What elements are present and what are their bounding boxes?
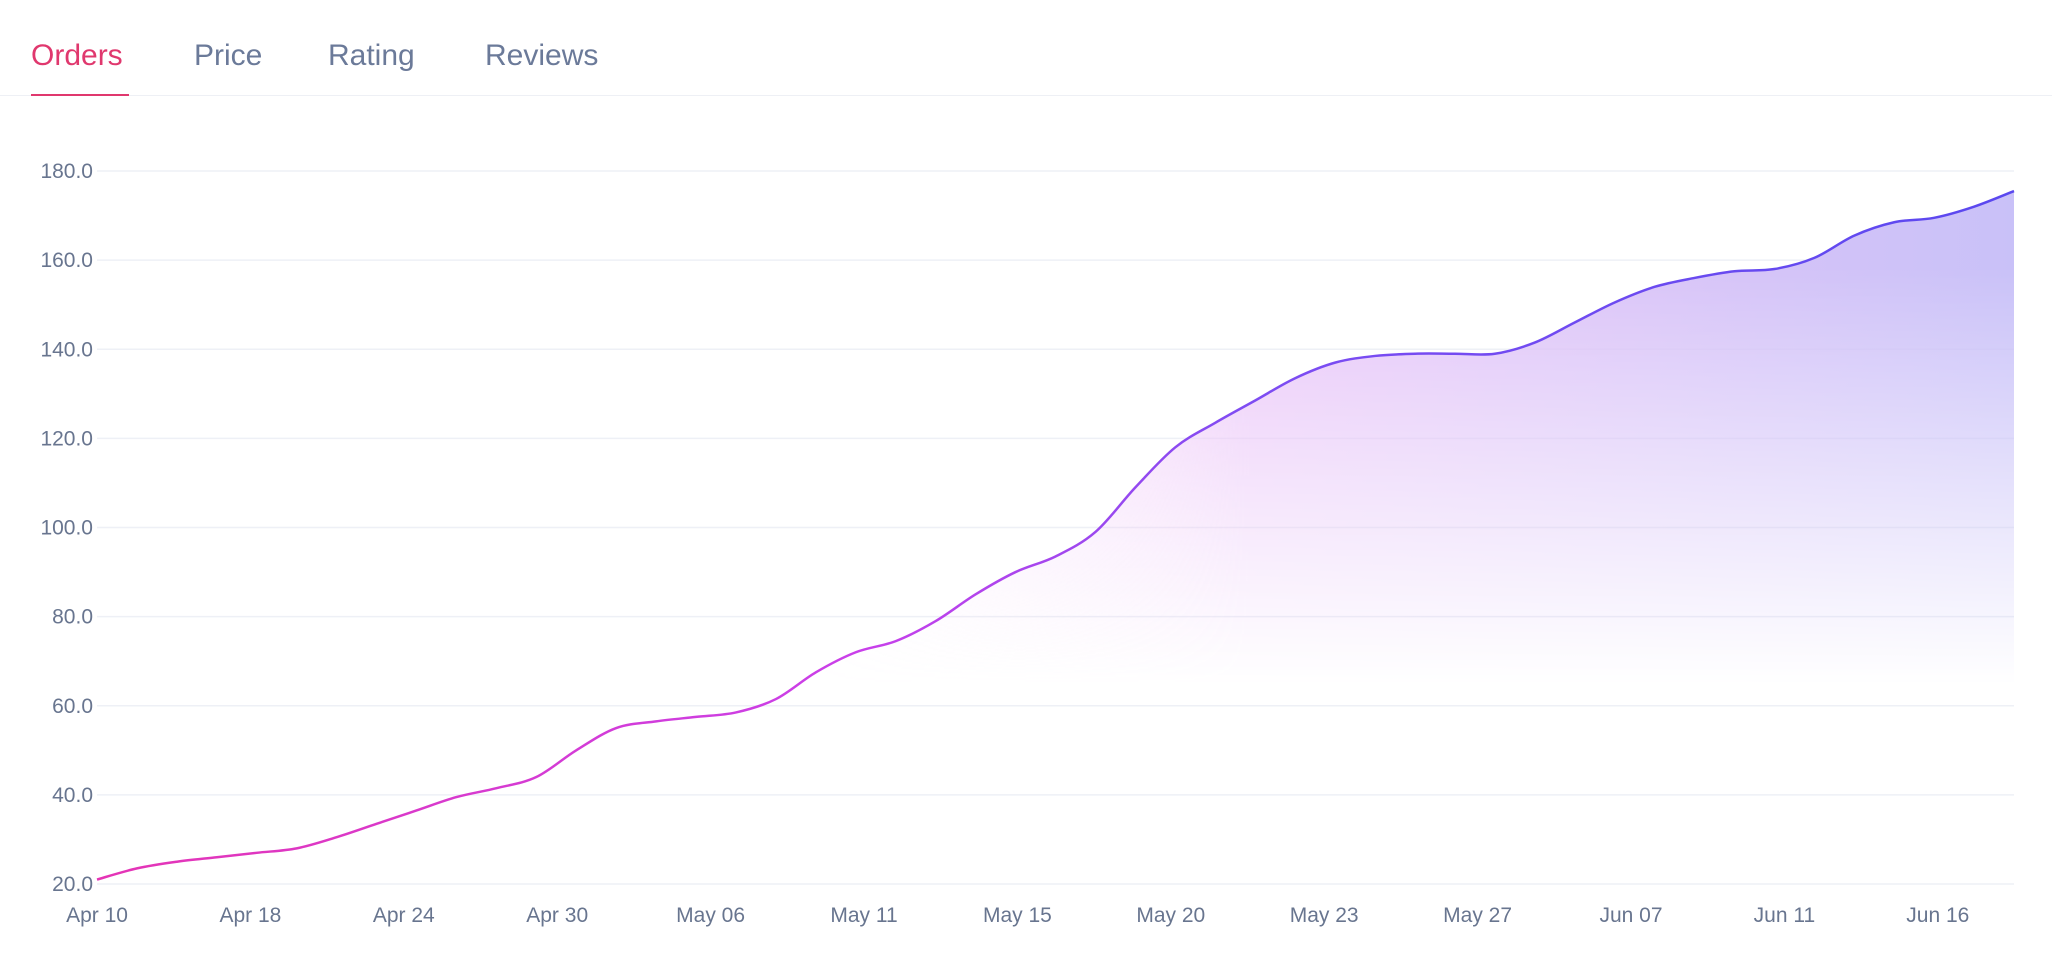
y-tick-label: 180.0 [40,160,93,183]
x-tick-label: Apr 10 [66,904,128,927]
x-tick-label: May 15 [983,904,1052,927]
tab-rating[interactable]: Rating [328,39,415,72]
y-tick-label: 20.0 [52,873,93,896]
x-tick-label: Jun 07 [1599,904,1662,927]
x-tick-label: May 06 [676,904,745,927]
tab-orders[interactable]: Orders [31,39,123,72]
x-tick-label: Apr 30 [526,904,588,927]
x-tick-label: Apr 18 [219,904,281,927]
x-tick-label: Jun 11 [1754,904,1816,927]
active-tab-indicator [31,94,129,96]
y-tick-label: 60.0 [52,695,93,718]
x-tick-label: May 11 [830,904,897,927]
tab-bar: Orders Price Rating Reviews [0,0,2052,96]
y-tick-label: 160.0 [40,249,93,272]
y-tick-label: 120.0 [40,427,93,450]
tab-reviews[interactable]: Reviews [485,39,599,72]
x-tick-label: May 20 [1136,904,1205,927]
tab-price[interactable]: Price [194,39,263,72]
series-orders-area [97,191,2014,885]
series-orders-line [96,189,2015,881]
x-tick-label: Jun 16 [1906,904,1969,927]
x-tick-label: Apr 24 [373,904,435,927]
y-tick-label: 40.0 [52,784,93,807]
y-tick-label: 140.0 [40,338,93,361]
orders-area-chart: 20.0 40.0 60.0 80.0 100.0 120.0 140.0 160.0 180.… [40,160,2015,927]
y-tick-label: 80.0 [52,606,93,629]
x-tick-label: May 27 [1443,904,1512,927]
y-tick-label: 100.0 [40,517,93,540]
x-tick-label: May 23 [1290,904,1359,927]
